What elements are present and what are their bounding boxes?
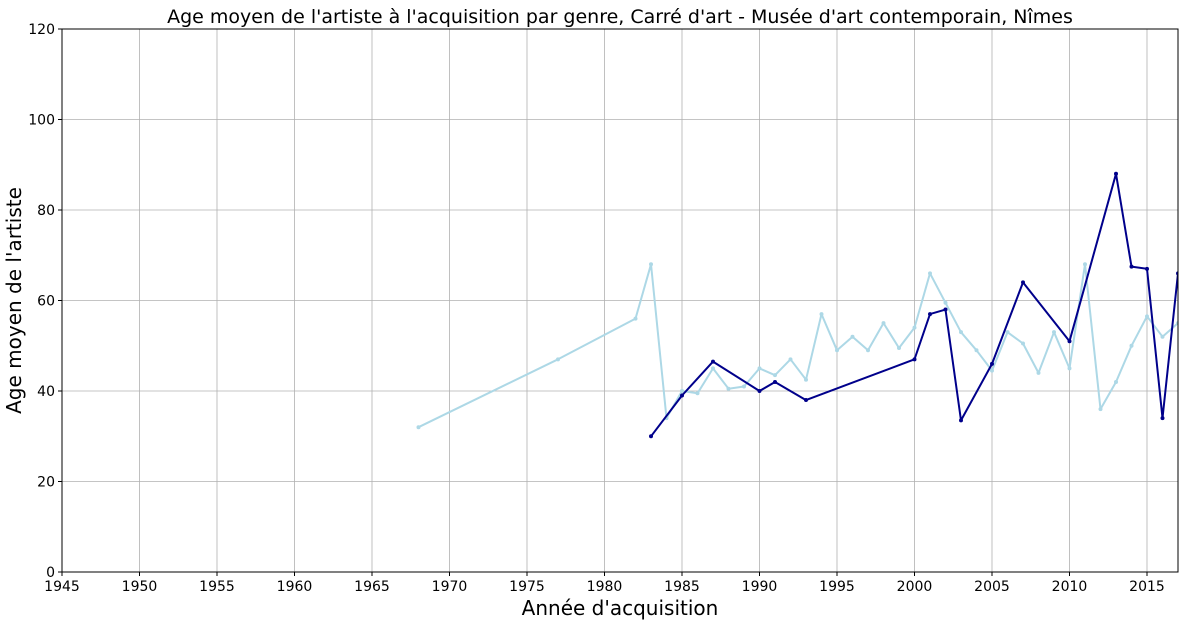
data-point	[1083, 262, 1087, 267]
data-point	[742, 384, 746, 389]
data-point	[633, 316, 638, 321]
x-tick-label: 1990	[742, 579, 778, 595]
data-point	[680, 389, 684, 393]
y-tick-label: 120	[28, 22, 55, 38]
data-point	[649, 262, 653, 267]
data-point	[928, 312, 932, 317]
data-point	[804, 377, 808, 382]
data-point	[835, 348, 839, 353]
x-tick-label: 1995	[819, 579, 855, 595]
data-point	[974, 348, 979, 353]
data-point	[711, 359, 715, 364]
x-tick-label: 1950	[122, 579, 158, 595]
data-point	[804, 398, 808, 403]
data-point	[711, 366, 715, 371]
data-point	[1114, 171, 1118, 176]
x-tick-label: 2005	[974, 579, 1010, 595]
y-tick-label: 20	[37, 475, 55, 491]
data-point	[990, 368, 994, 373]
data-point	[943, 300, 948, 305]
x-tick-label: 2000	[897, 579, 933, 595]
x-axis-label: Année d'acquisition	[522, 596, 719, 620]
x-tick-label: 1980	[587, 579, 623, 595]
data-point	[1021, 280, 1025, 285]
x-tick-label: 2010	[1052, 579, 1088, 595]
grid	[61, 28, 1178, 573]
data-point	[757, 389, 762, 393]
data-point	[1005, 330, 1010, 335]
y-tick-label: 60	[37, 294, 55, 310]
data-point	[1021, 341, 1025, 346]
data-point	[773, 373, 777, 378]
chart-title: Age moyen de l'artiste à l'acquisition p…	[167, 6, 1073, 28]
data-point	[1114, 379, 1118, 384]
data-point	[959, 418, 963, 423]
data-point	[990, 361, 994, 366]
x-tick-label: 1965	[354, 579, 390, 595]
y-tick-label: 100	[28, 113, 55, 129]
data-point	[912, 357, 917, 362]
data-point	[943, 307, 948, 312]
data-point	[556, 357, 560, 362]
data-point	[1129, 343, 1134, 348]
x-tick-label: 1970	[432, 579, 468, 595]
x-tick-label: 1945	[44, 579, 80, 595]
data-point	[416, 425, 421, 430]
data-point	[1036, 370, 1041, 375]
x-tick-label: 1985	[664, 579, 700, 595]
data-point	[680, 393, 684, 398]
data-point	[1067, 339, 1072, 344]
data-point	[1160, 416, 1165, 421]
data-point	[695, 391, 700, 396]
y-tick-label: 80	[37, 203, 55, 219]
data-point	[850, 334, 855, 339]
tick-labels: 1945 1950 1955 1960 1965 1970 1975 1980 1985 1990…	[28, 22, 1165, 595]
data-point	[757, 366, 762, 371]
y-axis-label: Age moyen de l'artiste	[2, 187, 26, 414]
data-point	[912, 325, 917, 330]
x-tick-label: 1955	[199, 579, 235, 595]
data-point	[1067, 366, 1072, 371]
series-2	[649, 171, 1178, 439]
y-tick-label: 0	[46, 565, 55, 581]
x-tick-label: 1975	[509, 579, 545, 595]
data-point	[726, 386, 731, 391]
series-line	[650, 172, 1178, 437]
x-tick-label: 1960	[277, 579, 313, 595]
data-point	[788, 357, 793, 362]
data-point	[1129, 264, 1134, 269]
data-point	[928, 271, 932, 276]
data-point	[881, 321, 886, 326]
data-point	[959, 330, 963, 335]
series-layer	[416, 171, 1178, 439]
data-point	[897, 346, 901, 351]
series-line	[418, 263, 1178, 429]
data-point	[773, 379, 777, 384]
data-point	[1145, 314, 1149, 319]
data-point	[1160, 334, 1165, 339]
data-point	[866, 348, 870, 353]
data-point	[649, 434, 653, 439]
data-point	[1098, 407, 1103, 412]
data-point	[819, 312, 824, 317]
data-point	[1052, 330, 1056, 335]
series-1	[416, 262, 1178, 430]
data-point	[1145, 266, 1149, 271]
x-tick-label: 2015	[1129, 579, 1165, 595]
y-tick-label: 40	[37, 384, 55, 400]
